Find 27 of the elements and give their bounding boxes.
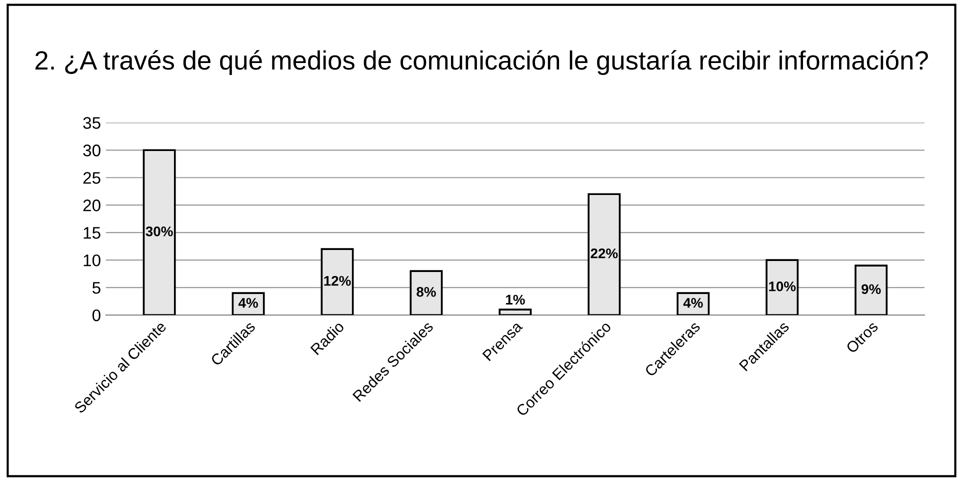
y-tick-label: 30 (83, 144, 100, 156)
data-label: 12% (324, 276, 351, 286)
data-label: 4% (238, 298, 258, 308)
data-label: 4% (683, 298, 703, 308)
y-tick-label: 10 (84, 254, 100, 266)
bar (320, 248, 354, 316)
data-label: 30% (146, 226, 173, 236)
data-label: 10% (769, 281, 796, 292)
y-tick-label: 20 (83, 200, 100, 212)
bar (410, 270, 443, 316)
data-label: 9% (862, 284, 881, 294)
data-label: 8% (416, 286, 436, 297)
data-label: 1% (506, 294, 525, 305)
bar (766, 259, 799, 316)
data-label: 22% (590, 248, 618, 258)
bar (676, 292, 710, 316)
y-tick-label: 35 (83, 117, 100, 129)
y-tick-label: 5 (92, 282, 100, 294)
bar (854, 264, 888, 316)
y-tick-label: 0 (92, 309, 100, 322)
y-tick-label: 15 (84, 227, 100, 239)
bar (588, 193, 621, 316)
y-tick-label: 25 (83, 172, 100, 184)
chart-title: 2. ¿A través de qué medios de comunicación le gustaría recibir información? (35, 50, 928, 75)
bar (232, 292, 265, 316)
bar (142, 149, 176, 316)
bar (498, 308, 532, 316)
